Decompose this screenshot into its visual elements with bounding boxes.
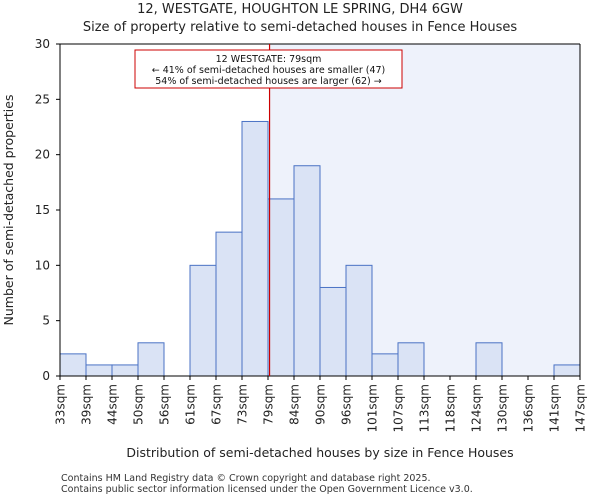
x-tick-label: 84sqm xyxy=(288,384,302,425)
bar xyxy=(137,342,165,377)
bar xyxy=(345,264,373,377)
bar xyxy=(475,342,503,377)
x-tick-label: 107sqm xyxy=(392,384,406,432)
x-tick-label: 96sqm xyxy=(340,384,354,425)
x-tick-label: 79sqm xyxy=(262,384,276,425)
chart-subtitle: Size of property relative to semi-detach… xyxy=(82,20,518,35)
x-tick-label: 118sqm xyxy=(444,384,458,432)
y-tick-label: 10 xyxy=(35,258,50,272)
x-tick-label: 61sqm xyxy=(184,384,198,425)
bar xyxy=(319,286,347,377)
x-tick-label: 130sqm xyxy=(496,384,510,432)
x-tick-label: 39sqm xyxy=(80,384,94,425)
bar xyxy=(267,198,295,377)
bar xyxy=(371,353,399,377)
chart-title: 12, WESTGATE, HOUGHTON LE SPRING, DH4 6G… xyxy=(137,2,463,17)
x-tick-label: 101sqm xyxy=(366,384,380,432)
bar xyxy=(553,364,581,377)
y-tick-label: 25 xyxy=(35,92,50,106)
x-tick-label: 73sqm xyxy=(236,384,250,425)
annotation-line: ← 41% of semi-detached houses are smalle… xyxy=(152,65,386,76)
bar xyxy=(85,364,113,377)
bar xyxy=(189,264,217,377)
footer-line-1: Contains HM Land Registry data © Crown c… xyxy=(61,473,431,484)
x-tick-label: 90sqm xyxy=(314,384,328,425)
x-tick-label: 147sqm xyxy=(574,384,588,432)
bar xyxy=(59,353,87,377)
annotation-line: 54% of semi-detached houses are larger (… xyxy=(155,76,382,87)
x-tick-label: 56sqm xyxy=(158,384,172,425)
bar xyxy=(111,364,139,377)
bar xyxy=(215,231,243,377)
annotation-box xyxy=(134,49,403,89)
y-tick-label: 0 xyxy=(42,369,50,383)
y-tick-label: 20 xyxy=(35,148,50,162)
x-tick-label: 136sqm xyxy=(522,384,536,432)
footer-line-2: Contains public sector information licen… xyxy=(61,484,473,495)
bar xyxy=(241,120,269,377)
x-tick-label: 141sqm xyxy=(548,384,562,432)
x-axis-title: Distribution of semi-detached houses by … xyxy=(126,445,513,460)
x-tick-label: 44sqm xyxy=(106,384,120,425)
x-tick-label: 33sqm xyxy=(54,384,68,425)
x-tick-label: 113sqm xyxy=(418,384,432,432)
bar xyxy=(397,342,425,377)
y-tick-label: 30 xyxy=(35,37,50,51)
annotation-line: 12 WESTGATE: 79sqm xyxy=(216,54,322,65)
x-tick-label: 50sqm xyxy=(132,384,146,425)
x-tick-label: 124sqm xyxy=(470,384,484,432)
y-axis-title: Number of semi-detached properties xyxy=(1,95,16,326)
bar xyxy=(293,165,321,377)
y-tick-label: 5 xyxy=(42,314,50,328)
x-tick-label: 67sqm xyxy=(210,384,224,425)
y-tick-label: 15 xyxy=(35,203,50,217)
